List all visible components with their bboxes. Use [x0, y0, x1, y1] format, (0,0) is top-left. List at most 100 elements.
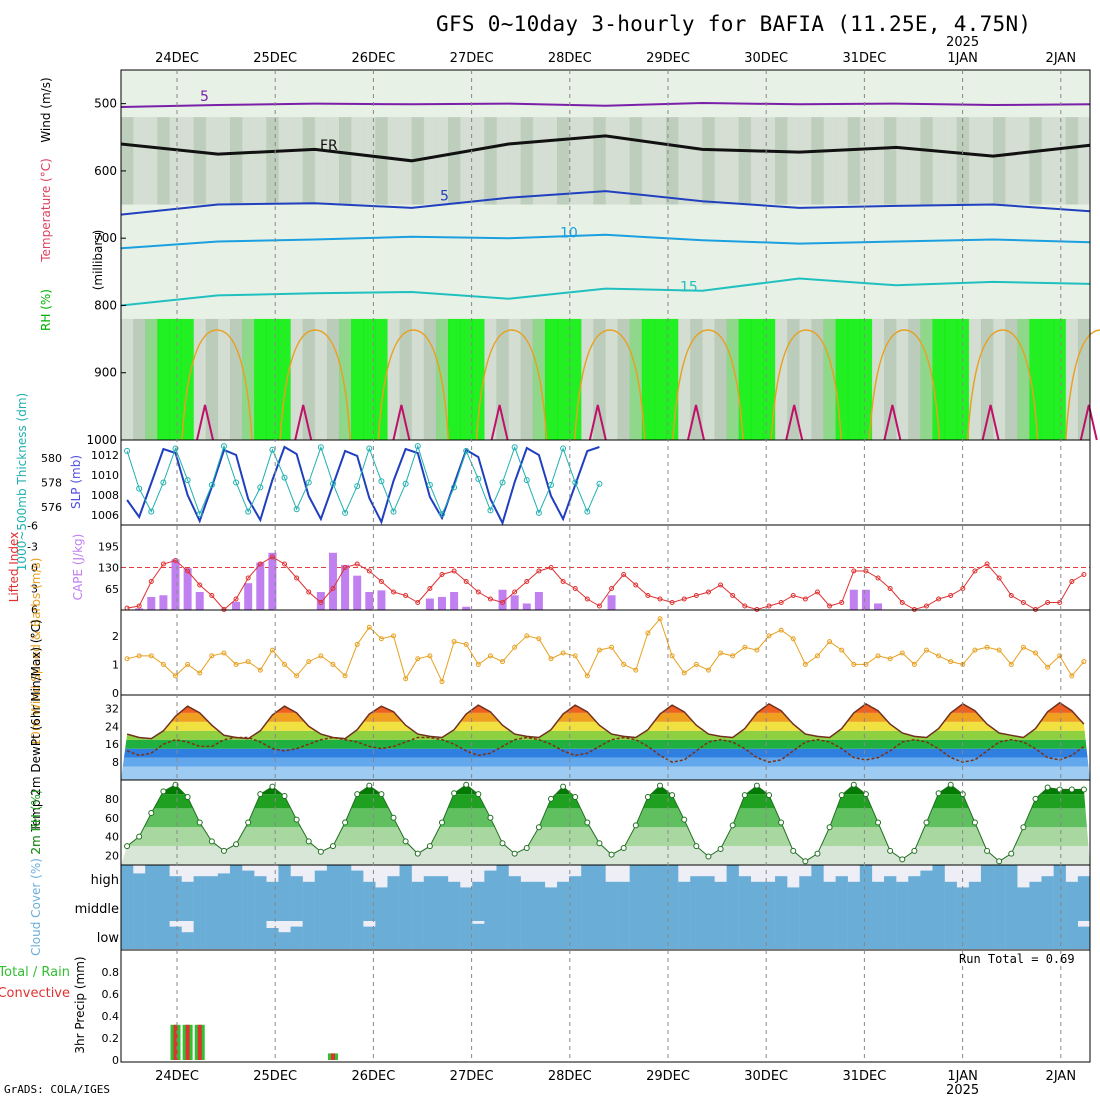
rh-point	[657, 782, 664, 789]
cloud-bar	[508, 876, 521, 893]
rh-shade-band	[423, 117, 437, 205]
boundary-layer-contour	[490, 404, 509, 441]
boundary-layer-contour	[1079, 404, 1098, 441]
wind-speed-point	[766, 633, 772, 639]
cloud-bar	[799, 893, 812, 921]
cloud-bar	[678, 893, 691, 921]
cloud-bar	[157, 921, 170, 949]
precip-plot: 0.8 0.6 0.4 0.2 0 3hr Precip (mm)Total / Rain…	[0, 956, 338, 1067]
cloud-bar	[411, 893, 424, 921]
cloud-bar	[435, 876, 449, 893]
li-ylabel: Lifted Index	[7, 532, 21, 603]
cape-ylabel: CAPE (J/kg)	[71, 534, 85, 601]
temp-tick-label: 8	[112, 756, 119, 769]
cloud-bar	[678, 881, 691, 893]
wind-panel	[120, 609, 1091, 696]
rh-shade-band	[169, 117, 183, 205]
rh-shade-band	[787, 318, 800, 440]
rh-point	[923, 819, 930, 826]
cloud-bar	[447, 921, 461, 949]
cloud-bar	[1005, 921, 1018, 949]
pressure-tick-label: 900	[94, 366, 117, 380]
rh-shade-band	[932, 318, 946, 440]
wind-speed-point	[1045, 664, 1051, 670]
cloud-bar	[460, 893, 473, 921]
wind-speed-point	[439, 679, 445, 685]
rh-point	[971, 819, 978, 826]
cloud-bar	[956, 887, 970, 893]
thickness-point	[160, 479, 167, 486]
thickness-point	[124, 447, 131, 454]
cloud-bar	[1041, 893, 1054, 921]
rh-point	[596, 840, 603, 847]
cloud-bar	[896, 881, 909, 893]
rh-shade-band	[993, 117, 1006, 205]
wind-speed-point	[657, 616, 663, 622]
rh-shade-band	[1041, 117, 1055, 205]
cape-bar	[341, 564, 350, 610]
rh-shade-band	[775, 117, 788, 205]
li-point	[1020, 600, 1026, 605]
precip-tick-label: 0.4	[102, 1010, 120, 1023]
cloud-bar	[847, 921, 861, 949]
cloud-bar	[1053, 921, 1066, 949]
temperature-contour	[120, 233, 1091, 250]
cloud-bar	[314, 893, 328, 921]
temp-band	[121, 730, 1090, 740]
li-point	[197, 582, 203, 588]
precip-side-label: Total / Rain	[0, 965, 70, 980]
cloud-bar	[351, 893, 364, 921]
cloud-bar	[435, 893, 449, 921]
wind-speed-point	[827, 639, 833, 645]
rh-point	[136, 833, 143, 840]
thickness-point	[584, 508, 591, 515]
run-total-label: Run Total = 0.69	[959, 952, 1075, 966]
cloud-bar	[738, 921, 751, 949]
cloud-bar	[690, 876, 703, 893]
thickness-point	[378, 478, 385, 485]
cloud-bar	[520, 881, 533, 893]
rh-shade-band	[375, 117, 388, 205]
cloud-bar	[859, 865, 873, 893]
cloud-bar	[205, 921, 219, 949]
cloud-bar	[799, 876, 812, 893]
temperature-contour	[120, 190, 1091, 216]
rh-point	[741, 792, 748, 799]
cloud-bar	[823, 881, 836, 893]
rh-point	[354, 791, 361, 798]
cloud-bar	[1005, 865, 1018, 893]
thickness-point	[438, 511, 445, 518]
thickness-point	[220, 443, 227, 450]
li-point	[1081, 572, 1087, 577]
li-point	[366, 568, 372, 574]
cloud-bar	[157, 865, 170, 893]
li-point	[475, 589, 481, 595]
rh-shade-band	[847, 117, 861, 205]
cloud-bar	[508, 921, 521, 949]
wind-speed-point	[996, 647, 1002, 653]
cloud-bar	[1077, 926, 1091, 949]
thickness-tick-label: 578	[41, 477, 62, 490]
li-point	[451, 568, 457, 574]
rh-shade-band	[472, 117, 485, 205]
wind-speed-point	[1008, 661, 1014, 667]
rh-point	[535, 824, 542, 831]
wind-speed-point	[705, 667, 711, 673]
upper-air-ylabel: (millibars)	[91, 230, 105, 291]
li-point	[705, 589, 711, 595]
thickness-point	[523, 477, 530, 484]
wind-speed-point	[645, 630, 651, 636]
cape-bar	[450, 592, 459, 610]
rh-shade-band	[871, 318, 885, 440]
thickness-point	[511, 444, 518, 451]
rh-point	[814, 850, 821, 857]
wind-speed-point	[148, 653, 154, 659]
rh-shade-band	[1029, 318, 1043, 440]
cloud-bar	[932, 893, 945, 921]
cloud-bar	[871, 921, 885, 949]
cloud-bar	[290, 926, 303, 949]
cloud-bar	[956, 893, 970, 921]
cloud-bar	[980, 921, 994, 949]
cloud-bar	[847, 893, 861, 921]
